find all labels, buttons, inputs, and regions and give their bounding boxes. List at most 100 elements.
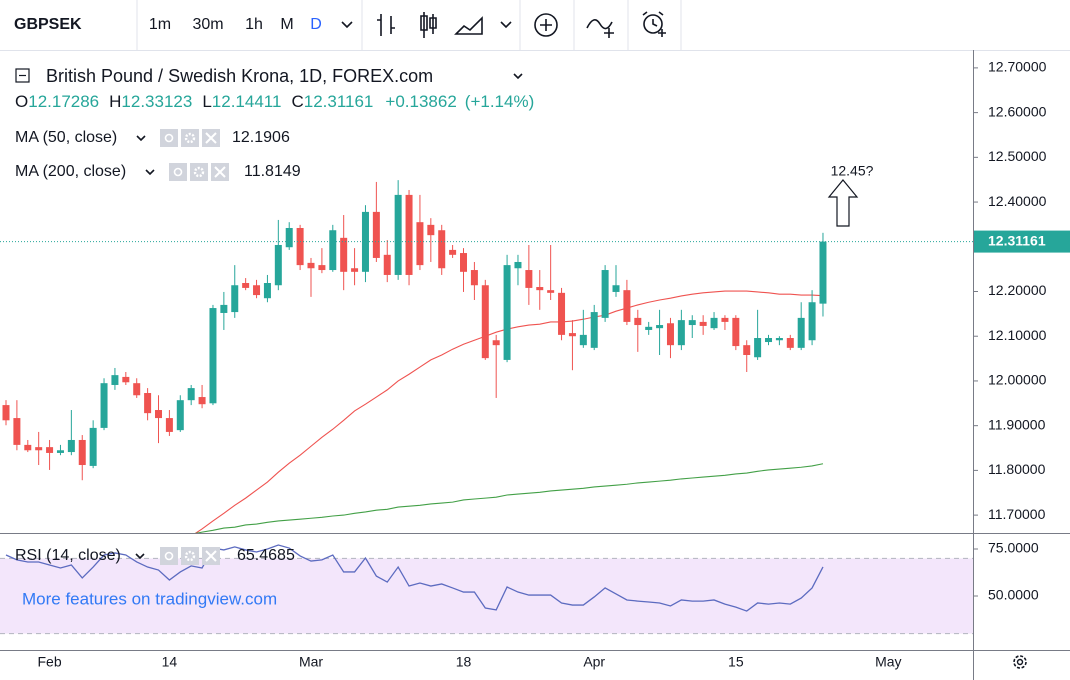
candle-body bbox=[590, 312, 598, 348]
interval[interactable]: M bbox=[280, 16, 293, 33]
bars-icon[interactable] bbox=[377, 14, 395, 36]
indicators-icon[interactable] bbox=[586, 19, 614, 38]
candle-body bbox=[721, 317, 729, 322]
candle-body bbox=[481, 285, 489, 359]
title-menu[interactable] bbox=[513, 73, 523, 80]
candle-body bbox=[525, 270, 533, 288]
settings-icon[interactable] bbox=[1013, 655, 1027, 669]
compare-icon[interactable] bbox=[534, 13, 558, 37]
candle-body bbox=[155, 410, 163, 419]
candle-body bbox=[775, 338, 783, 341]
candle-body bbox=[786, 338, 794, 348]
candle-body bbox=[24, 444, 32, 451]
candle-body bbox=[165, 418, 173, 432]
legend: British Pound / Swedish Krona, 1D, FOREX… bbox=[15, 66, 534, 609]
rsi-pane bbox=[0, 544, 973, 635]
ohlc-prefix: C bbox=[291, 92, 303, 111]
candle-body bbox=[78, 439, 86, 466]
candles-icon[interactable] bbox=[420, 12, 437, 38]
legend-controls[interactable] bbox=[158, 127, 222, 149]
candle-body bbox=[427, 224, 435, 236]
x-tick-label: 14 bbox=[162, 654, 178, 670]
candle-body bbox=[209, 308, 217, 404]
legend-ma50: MA (50, close) bbox=[15, 129, 117, 146]
interval[interactable]: 1h bbox=[245, 16, 263, 33]
interval[interactable]: 1m bbox=[149, 16, 171, 33]
candle-body bbox=[666, 323, 674, 346]
candle-body bbox=[732, 317, 740, 347]
candle-body bbox=[220, 304, 228, 313]
y-tick-label: 12.10000 bbox=[988, 327, 1047, 343]
candle-body bbox=[470, 270, 478, 286]
candle-body bbox=[394, 194, 402, 275]
candle-body bbox=[318, 265, 326, 271]
axes: 11.70000 11.80000 11.90000 12.00000 12.10000… bbox=[38, 59, 1070, 670]
candle-body bbox=[198, 397, 206, 405]
watermark[interactable]: More features on tradingview.com bbox=[22, 589, 277, 608]
collapse-icon[interactable] bbox=[15, 68, 30, 83]
candle-body bbox=[710, 317, 718, 329]
y-tick-label: 12.00000 bbox=[988, 372, 1047, 388]
candle-body bbox=[449, 249, 457, 255]
x-tick-label: Apr bbox=[583, 654, 605, 670]
candle-body bbox=[242, 283, 250, 288]
candle-body bbox=[285, 227, 293, 248]
legend-controls[interactable] bbox=[167, 161, 231, 183]
candle-body bbox=[329, 230, 337, 271]
change-pct: (+1.14%) bbox=[465, 92, 534, 111]
low-value: 12.14411 bbox=[212, 92, 282, 111]
rsi-tick-label: 50.0000 bbox=[988, 587, 1039, 603]
candle-body bbox=[340, 237, 348, 272]
ohlc: O12.17286 H12.33123 L12.14411 C12.31161 +0.1… bbox=[15, 92, 534, 111]
legend-controls[interactable] bbox=[158, 545, 222, 567]
candle-body bbox=[35, 447, 43, 451]
y-tick-label: 12.70000 bbox=[988, 59, 1047, 75]
annotation-arrow bbox=[827, 179, 859, 227]
compare-plus bbox=[540, 19, 552, 31]
candle-body bbox=[634, 317, 642, 326]
legend-menu[interactable] bbox=[145, 169, 155, 176]
legend-menu[interactable] bbox=[135, 553, 145, 560]
style-menu[interactable] bbox=[500, 21, 512, 29]
rsi-tick-label: 75.0000 bbox=[988, 540, 1039, 556]
candle-body bbox=[405, 194, 413, 275]
interval[interactable]: 30m bbox=[192, 16, 223, 33]
y-tick-label: 12.60000 bbox=[988, 103, 1047, 119]
candle-body bbox=[274, 244, 282, 286]
candle-body bbox=[743, 345, 751, 356]
y-tick-label: 12.20000 bbox=[988, 282, 1047, 298]
candle-body bbox=[361, 211, 369, 272]
candle-body bbox=[13, 418, 21, 445]
candle-body bbox=[688, 320, 696, 326]
legend-menu[interactable] bbox=[136, 135, 146, 142]
candle-body bbox=[601, 270, 609, 318]
candle-body bbox=[263, 283, 271, 299]
candle-body bbox=[645, 326, 653, 330]
annotation-text: 12.45? bbox=[831, 163, 874, 179]
y-tick-label: 11.70000 bbox=[988, 506, 1046, 522]
candle-body bbox=[372, 211, 380, 258]
x-tick-label: Feb bbox=[38, 654, 62, 670]
x-tick-label: 18 bbox=[456, 654, 472, 670]
candle-body bbox=[351, 268, 359, 272]
candle-body bbox=[797, 317, 805, 348]
candle-body bbox=[253, 285, 261, 296]
candle-body bbox=[677, 320, 685, 346]
interval-active[interactable]: D bbox=[310, 16, 322, 33]
candle-body bbox=[133, 383, 141, 396]
candle-body bbox=[46, 447, 54, 453]
chart-title: British Pound / Swedish Krona, 1D, FOREX… bbox=[46, 66, 433, 86]
x-tick-label: Mar bbox=[299, 654, 323, 670]
area-icon[interactable] bbox=[454, 16, 483, 35]
ohlc-prefix: L bbox=[202, 92, 211, 111]
ma200-value: 11.8149 bbox=[244, 163, 301, 180]
close-value: 12.31161 bbox=[304, 92, 374, 111]
candle-body bbox=[296, 227, 304, 266]
alert-icon[interactable] bbox=[643, 14, 663, 34]
high-value: 12.33123 bbox=[121, 92, 192, 111]
interval-menu[interactable] bbox=[341, 21, 353, 29]
candle-body bbox=[547, 290, 555, 293]
candle-body bbox=[383, 254, 391, 275]
symbol[interactable]: GBPSEK bbox=[14, 16, 82, 33]
